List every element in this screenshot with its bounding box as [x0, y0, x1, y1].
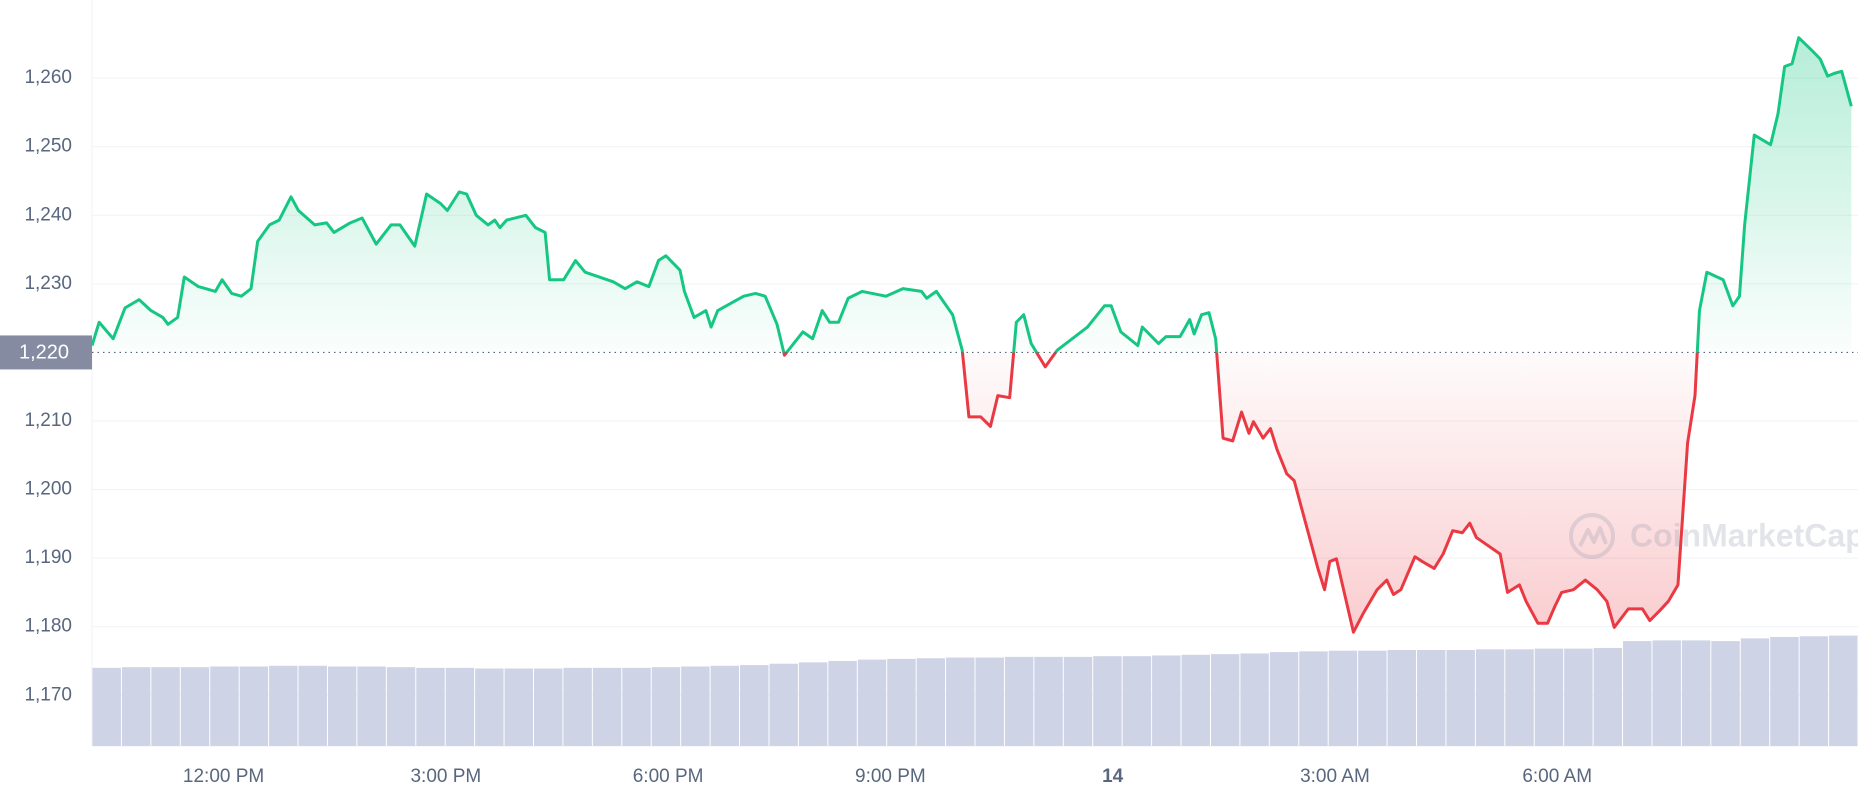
volume-bar: [298, 665, 327, 746]
volume-bar: [1740, 638, 1770, 746]
volume-bar: [416, 667, 445, 746]
volume-bar: [1505, 649, 1534, 746]
x-tick-label: 12:00 PM: [183, 766, 264, 787]
volume-bar: [357, 666, 386, 746]
volume-bar: [1152, 655, 1181, 746]
x-tick-label: 9:00 PM: [855, 766, 926, 787]
y-tick-label: 1,170: [24, 684, 72, 705]
volume-bar: [975, 657, 1004, 746]
volume-bar: [828, 660, 857, 746]
volume-bar: [1475, 649, 1505, 746]
volume-bar: [1387, 650, 1416, 746]
volume-bar: [1681, 640, 1711, 746]
volume-bar: [1122, 656, 1152, 746]
volume-bar: [769, 663, 798, 746]
volume-bar: [651, 667, 681, 746]
x-tick-label: 3:00 PM: [410, 766, 481, 787]
volume-bar: [1711, 641, 1740, 746]
volume-bar: [622, 667, 651, 746]
volume-bar: [1210, 654, 1240, 746]
volume-bar: [1417, 650, 1446, 746]
volume-bar: [1623, 641, 1652, 746]
volume-bar: [1004, 656, 1034, 746]
y-tick-label: 1,200: [24, 479, 72, 500]
volume-bar: [887, 658, 916, 746]
volume-bar: [1770, 636, 1799, 746]
volume-bar: [1328, 650, 1358, 746]
volume-bar: [1181, 654, 1210, 746]
y-tick-label: 1,180: [24, 616, 72, 637]
volume-bar: [1829, 635, 1858, 746]
y-tick-label: 1,230: [24, 273, 72, 294]
baseline-label-box: [0, 335, 92, 370]
y-tick-label: 1,250: [24, 136, 72, 157]
watermark-logo: [1569, 513, 1615, 559]
volume-bar: [1593, 647, 1623, 746]
watermark: CoinMarketCap: [1569, 513, 1858, 559]
volume-bar: [740, 665, 769, 746]
y-tick-label: 1,260: [24, 67, 72, 88]
volume-bar: [916, 658, 946, 746]
volume-bar: [121, 667, 151, 746]
volume-bar: [946, 657, 975, 746]
volume-bar: [386, 667, 416, 746]
y-tick-label: 1,240: [24, 204, 72, 225]
volume-bar: [1093, 656, 1122, 746]
volume-bar: [327, 666, 357, 746]
volume-bar: [269, 665, 298, 746]
watermark-text: CoinMarketCap: [1630, 517, 1858, 553]
area: [92, 37, 1852, 633]
x-tick-label: 6:00 AM: [1522, 766, 1592, 787]
volume-bar: [1240, 653, 1269, 746]
volume-bar: [445, 667, 475, 746]
volume-bar: [710, 665, 740, 746]
volume-bar: [151, 667, 180, 746]
volume-bar: [475, 668, 504, 746]
volume-bar: [1299, 651, 1328, 746]
volume-bar: [1034, 656, 1063, 746]
volume-bar: [798, 662, 828, 746]
volume-bar: [1652, 640, 1681, 746]
volume-bar: [592, 667, 622, 746]
x-tick-label: 14: [1102, 766, 1124, 787]
volume-bar: [239, 666, 269, 746]
volume-bar: [210, 666, 239, 746]
x-tick-label: 3:00 AM: [1300, 766, 1370, 787]
y-tick-label: 1,190: [24, 547, 72, 568]
price-line: [90, 36, 1853, 634]
volume-bar: [563, 667, 592, 746]
x-tick-label: 6:00 PM: [633, 766, 704, 787]
volume-bar: [1799, 636, 1829, 746]
volume-bar: [504, 668, 533, 746]
volume-bar: [1446, 650, 1475, 746]
volume-bar: [1564, 648, 1593, 746]
volume-bar: [92, 667, 121, 746]
volume-bar: [1358, 650, 1387, 746]
volume-bar: [180, 667, 210, 746]
volume-bar: [681, 666, 710, 746]
volume-bar: [1063, 656, 1093, 746]
volume-bar: [534, 668, 563, 746]
watermark-logo-mark: [1578, 526, 1608, 547]
volume-bar: [1534, 648, 1564, 746]
volume-bar: [1269, 652, 1299, 746]
y-tick-label: 1,210: [24, 410, 72, 431]
baseline-label: 1,220: [19, 342, 69, 364]
volume-bar: [857, 659, 887, 746]
